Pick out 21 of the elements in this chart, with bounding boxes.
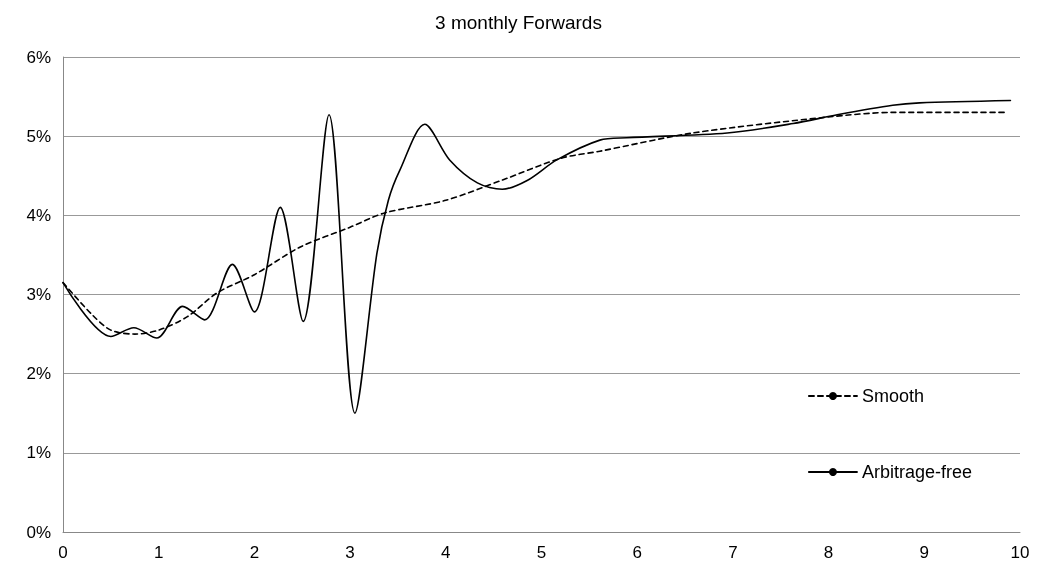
legend-label: Arbitrage-free [861,462,973,482]
x-tick-label: 2 [249,543,260,562]
x-tick-label: 10 [1010,543,1030,562]
x-tick-label: 5 [536,543,547,562]
chart-title: 3 monthly Forwards [435,12,602,33]
y-tick-label: 4% [26,205,51,225]
x-tick-label: 3 [345,543,355,562]
y-tick-label: 6% [26,47,51,67]
y-tick-label: 5% [26,126,51,146]
x-tick-label: 4 [441,543,451,562]
y-tick-label: 2% [26,364,51,384]
y-tick-label: 3% [26,285,51,304]
x-tick-label: 9 [919,543,930,562]
legend-label: Smooth [861,386,924,406]
x-tick-label: 8 [823,543,834,562]
y-tick-label: 0% [26,522,51,542]
x-tick-label: 1 [153,543,164,562]
x-tick-label: 7 [728,543,738,562]
x-tick-label: 0 [58,543,68,562]
x-tick-label: 6 [632,543,642,562]
y-tick-label: 1% [26,443,51,463]
